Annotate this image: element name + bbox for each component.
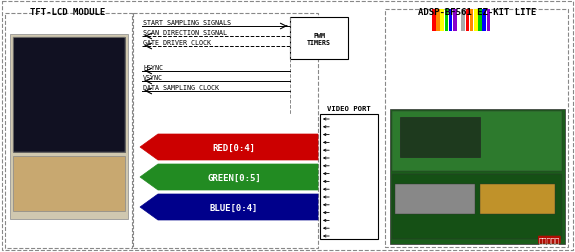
Bar <box>13 38 125 152</box>
Text: HSYNC: HSYNC <box>143 64 163 70</box>
Text: GATE DRIVER CLOCK: GATE DRIVER CLOCK <box>143 39 211 45</box>
Text: DATA SAMPLING CLOCK: DATA SAMPLING CLOCK <box>143 84 219 90</box>
Bar <box>13 156 125 211</box>
Bar <box>480 184 555 214</box>
Bar <box>392 112 562 171</box>
Text: START SAMPLING SIGNALS: START SAMPLING SIGNALS <box>143 19 231 25</box>
Text: ADSP-BF561 EZ-KIT LITE: ADSP-BF561 EZ-KIT LITE <box>418 8 536 17</box>
Bar <box>13 38 125 152</box>
Bar <box>395 184 475 214</box>
Bar <box>444 10 448 32</box>
Bar <box>436 10 440 32</box>
Text: VIDEO PORT: VIDEO PORT <box>327 106 371 112</box>
Bar <box>432 10 435 32</box>
Text: SCAN DIRECTION SIGNAL: SCAN DIRECTION SIGNAL <box>143 29 227 35</box>
Bar <box>461 10 465 32</box>
Bar <box>466 10 469 32</box>
Bar <box>457 10 461 32</box>
Bar <box>400 117 480 158</box>
Bar <box>486 10 490 32</box>
Bar <box>470 10 473 32</box>
Text: RED[0:4]: RED[0:4] <box>213 143 255 152</box>
Bar <box>320 115 378 239</box>
Bar <box>385 10 568 247</box>
Bar <box>10 35 128 219</box>
Text: TFT-LCD MODULE: TFT-LCD MODULE <box>30 8 106 17</box>
Bar <box>474 10 477 32</box>
Bar <box>453 10 457 32</box>
Text: PWM
TIMERS: PWM TIMERS <box>307 32 331 45</box>
Bar <box>290 18 348 60</box>
Text: 电子发烧友: 电子发烧友 <box>539 236 560 243</box>
Polygon shape <box>140 164 318 190</box>
Polygon shape <box>140 135 318 160</box>
Text: GREEN[0:5]: GREEN[0:5] <box>207 173 261 182</box>
Bar <box>5 14 132 248</box>
Bar <box>440 10 444 32</box>
Text: BLUE[0:4]: BLUE[0:4] <box>210 203 258 212</box>
Bar <box>390 110 565 244</box>
Text: VSYNC: VSYNC <box>143 74 163 80</box>
Polygon shape <box>140 194 318 220</box>
Bar <box>482 10 486 32</box>
Bar <box>392 174 562 239</box>
Bar <box>478 10 482 32</box>
Bar <box>133 14 318 248</box>
Bar <box>449 10 453 32</box>
